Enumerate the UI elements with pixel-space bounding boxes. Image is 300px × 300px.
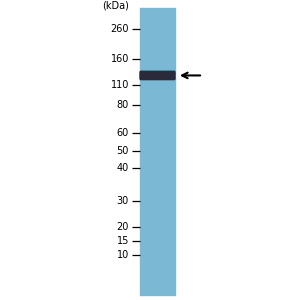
Text: 110: 110 — [111, 80, 129, 90]
Text: 80: 80 — [117, 100, 129, 110]
Text: 15: 15 — [117, 236, 129, 246]
Text: 260: 260 — [110, 24, 129, 34]
Text: 20: 20 — [117, 222, 129, 232]
Text: 40: 40 — [117, 163, 129, 173]
Bar — [140, 8, 175, 295]
FancyBboxPatch shape — [140, 71, 175, 80]
Text: 50: 50 — [117, 146, 129, 156]
Text: 60: 60 — [117, 128, 129, 138]
Text: 30: 30 — [117, 196, 129, 206]
Text: 10: 10 — [117, 250, 129, 260]
Text: 160: 160 — [111, 54, 129, 64]
Text: (kDa): (kDa) — [102, 0, 129, 10]
